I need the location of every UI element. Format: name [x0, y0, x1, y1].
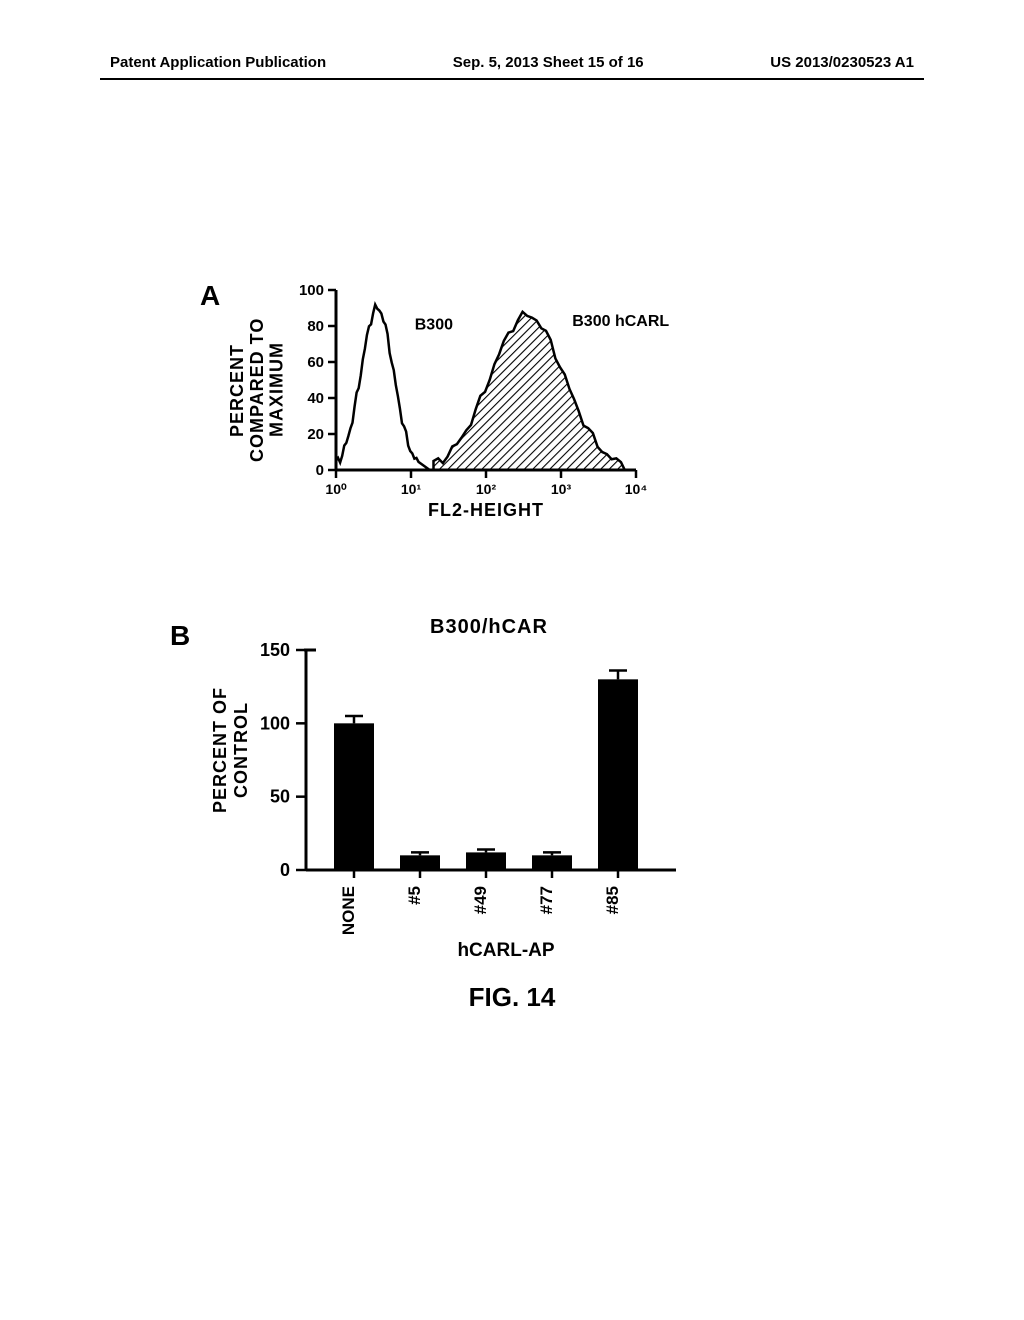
svg-text:10³: 10³	[551, 481, 572, 497]
panel-a-ylabel: PERCENT COMPARED TO MAXIMUM	[228, 290, 287, 490]
panel-b-ylabel: PERCENT OF CONTROL	[210, 640, 252, 860]
header-center: Sep. 5, 2013 Sheet 15 of 16	[453, 54, 644, 71]
figure-caption: FIG. 14	[0, 982, 1024, 1013]
svg-text:#77: #77	[537, 886, 556, 914]
header-rule	[100, 78, 924, 80]
svg-text:10¹: 10¹	[401, 481, 422, 497]
header-right: US 2013/0230523 A1	[770, 54, 914, 71]
svg-text:hCARL-AP: hCARL-AP	[457, 940, 554, 961]
svg-text:100: 100	[260, 713, 290, 733]
svg-text:0: 0	[280, 860, 290, 880]
page-header: Patent Application Publication Sep. 5, 2…	[0, 54, 1024, 71]
panel-b: B PERCENT OF CONTROL B300/hCAR 050100150…	[170, 620, 730, 960]
svg-text:#85: #85	[603, 886, 622, 914]
svg-text:NONE: NONE	[339, 886, 358, 935]
svg-text:#5: #5	[405, 886, 424, 905]
svg-text:50: 50	[270, 787, 290, 807]
svg-text:40: 40	[307, 390, 324, 407]
svg-text:150: 150	[260, 640, 290, 660]
panel-a: A PERCENT COMPARED TO MAXIMUM 0204060801…	[210, 280, 710, 560]
svg-text:B300: B300	[415, 317, 453, 334]
svg-text:60: 60	[307, 354, 324, 371]
svg-text:B300 hCARL: B300 hCARL	[572, 313, 669, 330]
panel-a-chart: 0 20 40 60 80 100 10⁰ 10¹ 10² 10³ 10⁴ B300 B300 hCAR…	[280, 280, 700, 540]
svg-text:20: 20	[307, 426, 324, 443]
svg-text:0: 0	[316, 462, 324, 479]
svg-text:FL2-HEIGHT: FL2-HEIGHT	[428, 500, 544, 520]
svg-text:#49: #49	[471, 886, 490, 914]
svg-text:100: 100	[299, 282, 324, 299]
svg-text:80: 80	[307, 318, 324, 335]
svg-text:10⁰: 10⁰	[325, 481, 347, 497]
svg-text:10²: 10²	[476, 481, 497, 497]
panel-a-label: A	[200, 280, 220, 312]
header-left: Patent Application Publication	[110, 54, 326, 71]
panel-b-label: B	[170, 620, 190, 652]
panel-b-chart: 0 50 100 150 NONE #5 #49 #77 #85 hCARL-AP	[250, 630, 730, 980]
svg-text:10⁴: 10⁴	[625, 481, 648, 497]
